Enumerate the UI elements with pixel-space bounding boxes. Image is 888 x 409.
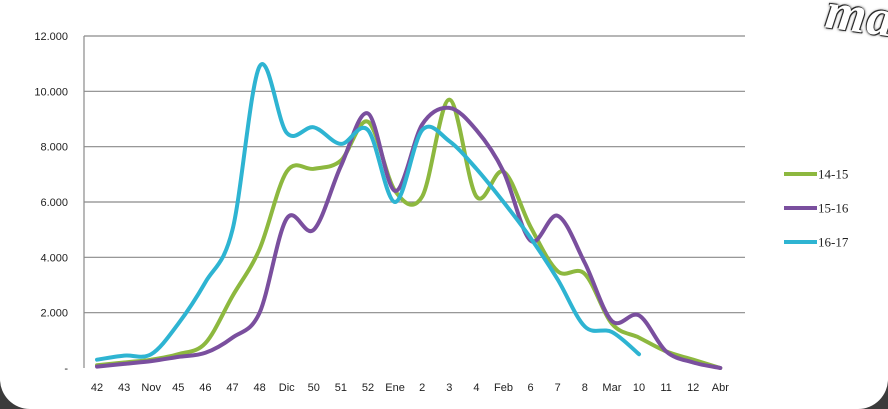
x-tick-label: 46 (199, 382, 211, 394)
legend: 14-15 15-16 16-17 (784, 167, 849, 250)
x-tick-label: 52 (362, 382, 374, 394)
series-line-16-17 (95, 62, 641, 362)
x-tick-label: 8 (582, 382, 588, 394)
series-line-15-16 (95, 105, 723, 370)
y-axis-ticks: - 2.000 4.000 6.000 8.000 10.000 12.000 (34, 31, 68, 375)
x-tick-label: 12 (687, 382, 699, 394)
x-tick-label: Ene (385, 382, 405, 394)
x-tick-label: Feb (494, 382, 513, 394)
x-tick-label: 4 (473, 382, 479, 394)
x-tick-label: 43 (118, 382, 130, 394)
x-tick-label: 11 (660, 382, 671, 394)
x-axis-ticks: 42 43 Nov 45 46 47 48 Dic 50 51 52 Ene 2 3 4 Feb 6 7 8 Mar 1… (91, 382, 729, 394)
y-tick-label: 10.000 (34, 86, 68, 98)
x-tick-label: Mar (602, 382, 621, 394)
x-tick-label: 10 (633, 382, 645, 394)
legend-label: 16-17 (818, 235, 849, 250)
y-tick-label: 4.000 (40, 252, 68, 264)
x-tick-label: 42 (91, 382, 103, 394)
x-tick-label: Abr (712, 382, 729, 394)
x-tick-label: 47 (226, 382, 238, 394)
series-line-14-15 (95, 97, 723, 370)
series-lines (95, 62, 723, 370)
y-tick-label: - (64, 363, 68, 375)
y-tick-label: 12.000 (34, 31, 68, 43)
y-tick-label: 2.000 (40, 308, 68, 320)
y-tick-label: 8.000 (40, 142, 68, 154)
x-tick-label: Dic (279, 382, 295, 394)
x-tick-label: 2 (419, 382, 425, 394)
legend-label: 14-15 (818, 167, 848, 182)
x-tick-label: 45 (172, 382, 184, 394)
legend-label: 15-16 (818, 201, 849, 216)
x-tick-label: 50 (308, 382, 320, 394)
x-tick-label: 6 (528, 382, 534, 394)
x-tick-label: 7 (555, 382, 561, 394)
x-tick-label: 3 (446, 382, 452, 394)
x-tick-label: Nov (141, 382, 161, 394)
x-tick-label: 48 (253, 382, 265, 394)
x-tick-label: 51 (335, 382, 347, 394)
y-tick-label: 6.000 (40, 197, 68, 209)
